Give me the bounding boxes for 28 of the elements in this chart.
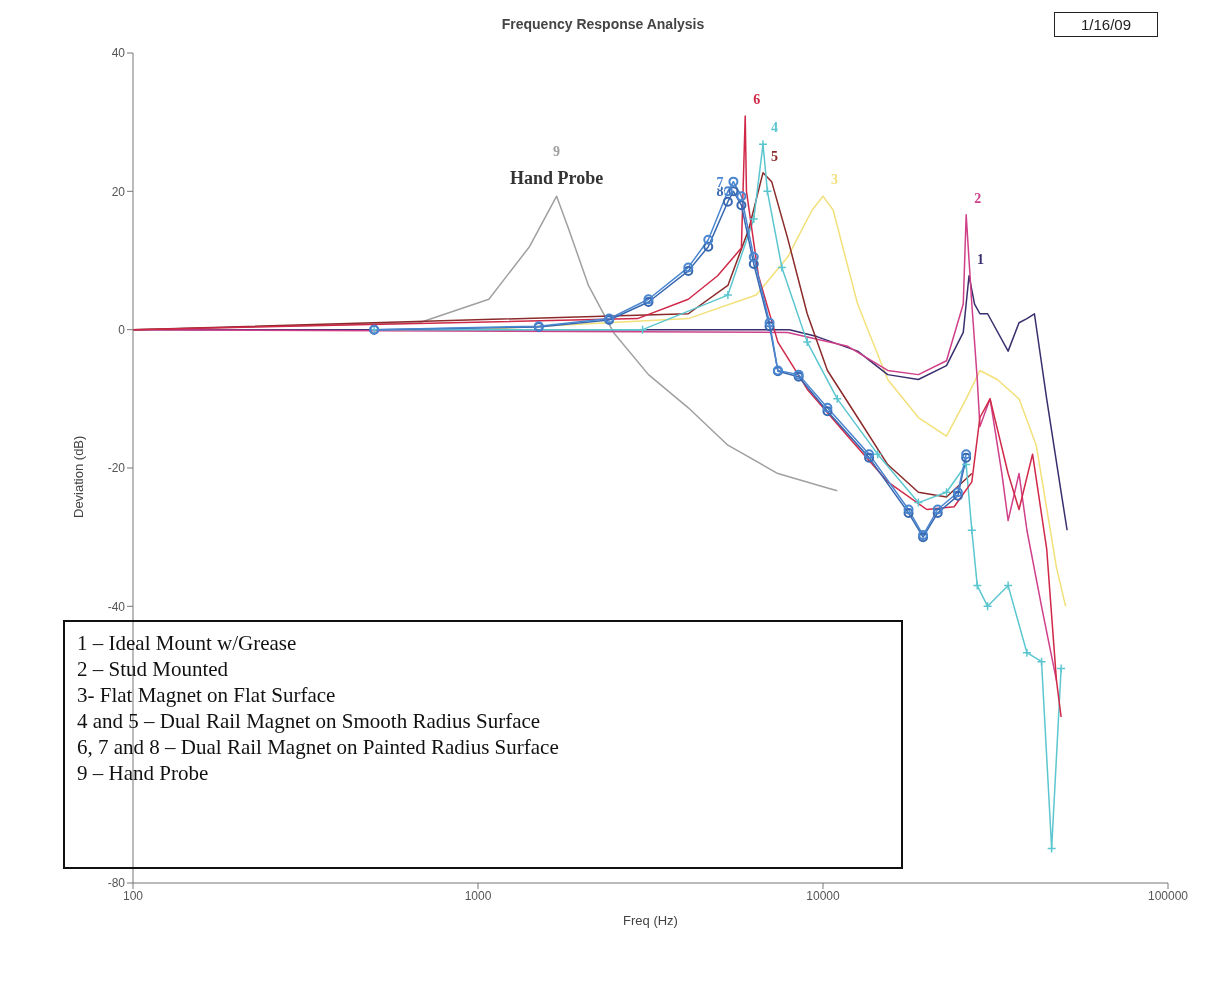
x-tick-label: 1000 [464,888,492,903]
series-label: 5 [771,148,778,164]
x-tick-label: 100 [122,888,144,903]
y-tick-label: -80 [107,876,126,891]
y-tick-label: -20 [107,461,126,476]
x-axis-title: Freq (Hz) [623,913,678,928]
series-label: 1 [977,251,985,267]
x-tick-label: 100000 [1147,888,1189,903]
annotation: 1 – Ideal Mount w/Grease [77,630,298,657]
annotation: 6, 7 and 8 – Dual Rail Magnet on Painted Radius Surface [77,734,560,761]
chart-title: Frequency Response Analysis [501,16,705,32]
annotation: 2 – Stud Mounted [77,656,230,683]
annotation: 9 – Hand Probe [77,760,210,787]
annotation: 4 and 5 – Dual Rail Magnet on Smooth Radius Surface [77,708,542,735]
text: 1/16/09 [1053,12,1158,37]
x-tick-label: 10000 [806,888,841,903]
y-axis-title: Deviation (dB) [70,435,86,518]
text: 9 [553,144,561,160]
annotation: Hand Probe [510,168,604,189]
series-label: 6 [753,91,761,107]
series-label: 2 [974,190,982,206]
annotation: 3- Flat Magnet on Flat Surface [77,682,337,709]
series-label: 4 [771,120,778,136]
y-tick-label: 20 [111,184,126,199]
y-tick-label: 40 [111,46,126,61]
series-label: 3 [831,172,838,188]
y-tick-label: -40 [107,599,126,614]
y-tick-label: 0 [118,322,126,337]
